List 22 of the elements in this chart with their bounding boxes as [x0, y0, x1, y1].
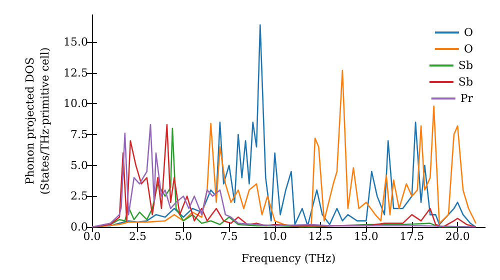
legend-label: O — [464, 26, 474, 39]
x-tick-label: 10.0 — [262, 230, 288, 243]
y-tick-label: 10.0 — [64, 97, 88, 110]
y-tick-label: 15.0 — [64, 36, 88, 49]
x-tick-label: 12.5 — [308, 230, 333, 243]
y-tick-label: 12.5 — [64, 66, 88, 80]
y-tick-label: 7.5 — [70, 128, 88, 142]
x-tick-label: 7.5 — [220, 230, 238, 243]
x-tick-label: 15.0 — [354, 230, 378, 243]
x-tick-label: 5.0 — [174, 230, 192, 243]
legend-label: Pr — [460, 92, 474, 105]
x-axis-title: Frequency (THz) — [241, 252, 336, 265]
x-tick-label: 0.0 — [83, 230, 101, 243]
y-tick-label: 5.0 — [70, 158, 88, 172]
y-axis-title: Phonon projected DOS (States/THz·primitive cell) — [24, 47, 52, 195]
legend-label: O — [464, 42, 474, 56]
x-tick-label: 17.5 — [400, 230, 424, 243]
legend-label: Sb — [458, 76, 473, 88]
y-tick-label: 2.5 — [70, 190, 88, 203]
legend-label: Sb — [458, 59, 473, 72]
x-tick-label: 20.0 — [445, 230, 470, 243]
x-tick-label: 2.5 — [128, 230, 146, 243]
